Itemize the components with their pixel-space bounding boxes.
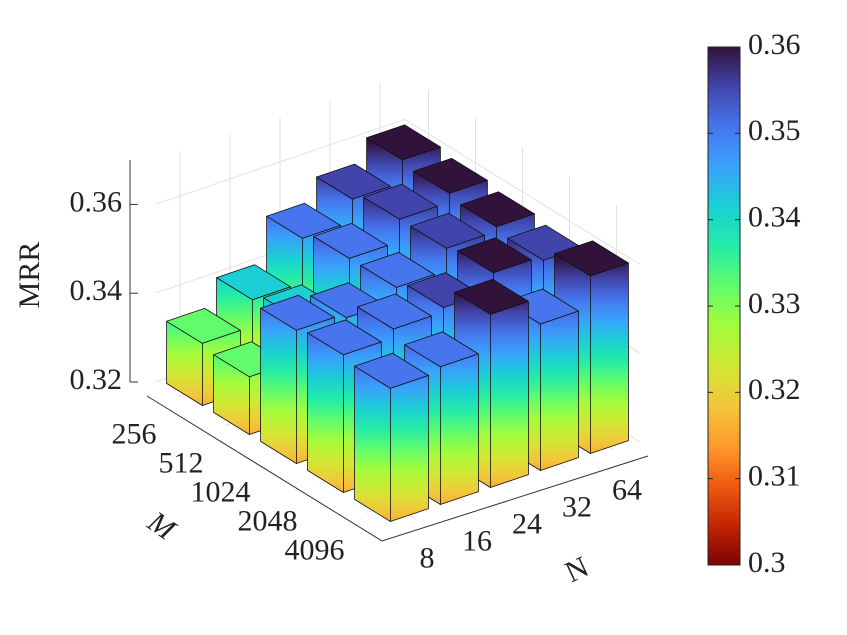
x-tick-label: 16 bbox=[462, 524, 492, 557]
y-tick-label: 256 bbox=[112, 417, 157, 450]
y-axis-title: M bbox=[141, 505, 183, 548]
bar-top bbox=[357, 293, 432, 330]
y-tick-label: 4096 bbox=[285, 533, 345, 566]
bar-top bbox=[316, 163, 391, 200]
bar-top bbox=[260, 294, 335, 331]
bar-top bbox=[360, 251, 435, 288]
x-tick-label: 64 bbox=[612, 473, 642, 506]
bar-side bbox=[260, 307, 297, 464]
z-tick-label: 0.32 bbox=[70, 363, 123, 396]
bar-front bbox=[439, 353, 479, 505]
bar-top bbox=[410, 212, 485, 249]
z-tick-label: 0.34 bbox=[70, 274, 123, 307]
bar-top bbox=[166, 307, 241, 344]
bar-front bbox=[489, 300, 529, 488]
colorbar-tick-label: 0.3 bbox=[748, 546, 786, 579]
colorbar-tick-label: 0.34 bbox=[748, 201, 801, 234]
bar-side bbox=[307, 332, 344, 493]
bar-top bbox=[363, 183, 438, 220]
z-axis-title: MRR bbox=[13, 242, 46, 309]
floor-edge bbox=[146, 395, 649, 542]
x-axis-title: N bbox=[560, 550, 594, 589]
bar-top bbox=[307, 319, 382, 356]
x-tick-label: 24 bbox=[512, 507, 542, 540]
bar-front bbox=[590, 262, 629, 454]
colorbar-tick-label: 0.33 bbox=[748, 287, 801, 320]
bar-top bbox=[460, 191, 535, 228]
colorbar-tick-label: 0.35 bbox=[748, 114, 801, 147]
colorbar-tick-label: 0.31 bbox=[748, 460, 801, 493]
y-tick-label: 512 bbox=[159, 446, 204, 479]
bar-front bbox=[540, 310, 579, 471]
y-tick-label: 2048 bbox=[238, 504, 298, 537]
z-tick-label: 0.36 bbox=[70, 185, 123, 218]
colorbar-tick-label: 0.36 bbox=[748, 28, 801, 61]
x-tick-label: 32 bbox=[562, 490, 592, 523]
bar-top bbox=[313, 222, 388, 259]
grid-line bbox=[154, 118, 641, 265]
bar-side bbox=[354, 365, 391, 522]
bar-top bbox=[266, 202, 341, 239]
bar-front bbox=[389, 374, 429, 522]
colorbar-tick-label: 0.32 bbox=[748, 373, 801, 406]
bar-top bbox=[366, 124, 441, 161]
x-tick-label: 8 bbox=[420, 541, 435, 574]
bar-top bbox=[404, 331, 479, 368]
bar-top bbox=[354, 352, 429, 389]
bar-top bbox=[457, 237, 532, 274]
bar-top bbox=[413, 157, 488, 194]
bar-top bbox=[554, 240, 629, 277]
y-tick-label: 1024 bbox=[191, 475, 251, 508]
bar-top bbox=[216, 264, 291, 301]
bar-top bbox=[454, 278, 529, 315]
